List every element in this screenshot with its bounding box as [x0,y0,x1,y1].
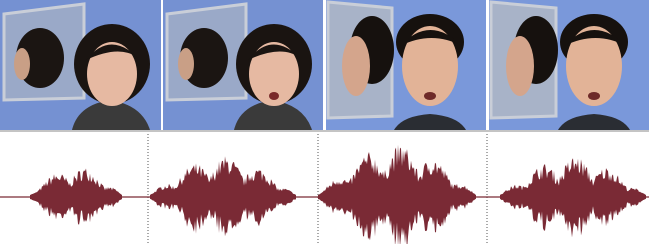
video-frame [163,0,323,130]
mouth [588,92,600,100]
mouth [424,92,436,100]
video-frame [326,0,486,130]
mirror-face [342,36,370,96]
mirror-face [178,48,194,80]
mirror-face [14,48,30,80]
video-frame [489,0,649,130]
figure [0,0,649,244]
mouth [269,92,279,100]
video-frame [0,0,161,130]
mirror-face [506,36,534,96]
